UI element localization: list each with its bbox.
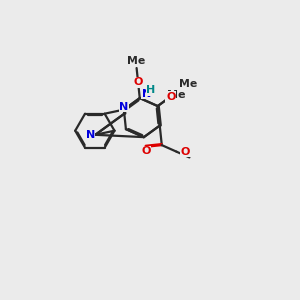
Text: H: H: [146, 85, 155, 95]
Text: Me: Me: [178, 79, 197, 89]
Text: N: N: [119, 102, 128, 112]
Text: Me: Me: [127, 56, 145, 66]
Text: O: O: [166, 92, 175, 102]
Text: O: O: [181, 147, 190, 157]
Text: N: N: [142, 89, 151, 99]
Text: N: N: [85, 130, 95, 140]
Text: O: O: [134, 77, 143, 87]
Text: Me: Me: [167, 90, 186, 100]
Text: O: O: [141, 146, 151, 156]
